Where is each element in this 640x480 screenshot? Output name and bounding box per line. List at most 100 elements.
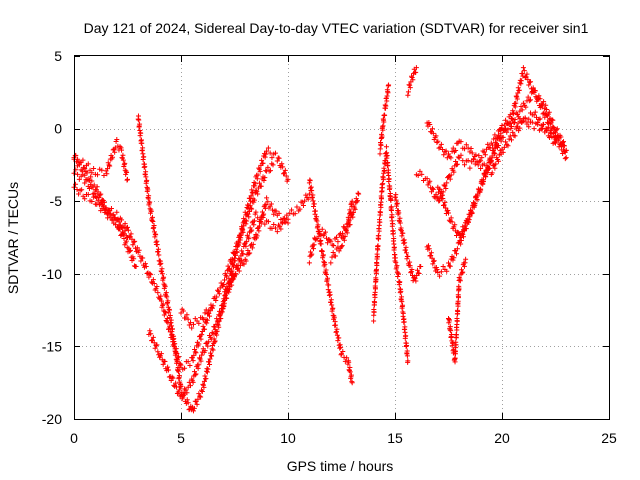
- data-point: [443, 185, 449, 191]
- data-point: [428, 250, 434, 256]
- data-point: [440, 189, 446, 195]
- y-tick-label: 5: [54, 48, 62, 64]
- data-point: [164, 316, 170, 322]
- data-point: [454, 327, 460, 333]
- data-point: [459, 267, 465, 273]
- data-point: [127, 247, 133, 253]
- data-point: [403, 333, 409, 339]
- data-point: [480, 181, 486, 187]
- data-point: [147, 271, 153, 277]
- data-point: [150, 218, 156, 224]
- data-point: [347, 222, 353, 228]
- series-track-b: [71, 181, 130, 240]
- data-point: [86, 177, 92, 183]
- data-point: [407, 259, 413, 265]
- data-point: [398, 288, 404, 294]
- data-point: [333, 322, 339, 328]
- data-point: [374, 262, 380, 268]
- data-point: [204, 320, 210, 326]
- data-point: [87, 167, 93, 173]
- data-point: [214, 294, 220, 300]
- data-point: [310, 192, 316, 198]
- data-point: [539, 101, 545, 107]
- data-point: [512, 133, 518, 139]
- data-point: [245, 248, 251, 254]
- data-point: [340, 348, 346, 354]
- data-point: [440, 147, 446, 153]
- data-point: [375, 243, 381, 249]
- data-point: [173, 349, 179, 355]
- data-point: [437, 186, 443, 192]
- data-point: [192, 349, 198, 355]
- data-point: [244, 239, 250, 245]
- series-track-h: [221, 195, 291, 302]
- data-point: [188, 383, 194, 389]
- data-point: [518, 78, 524, 84]
- data-point: [201, 316, 207, 322]
- data-point: [472, 201, 478, 207]
- data-point: [526, 116, 532, 122]
- data-point: [473, 152, 479, 158]
- data-point: [319, 249, 325, 255]
- data-point: [147, 328, 153, 334]
- data-point: [473, 194, 479, 200]
- data-point: [149, 337, 155, 343]
- data-point: [335, 239, 341, 245]
- data-point: [460, 269, 466, 275]
- data-point: [281, 170, 287, 176]
- data-point: [221, 303, 227, 309]
- data-point: [229, 268, 235, 274]
- data-point: [199, 332, 205, 338]
- x-tick-label: 10: [280, 430, 296, 446]
- data-point: [477, 189, 483, 195]
- data-point: [455, 154, 461, 160]
- data-point: [224, 295, 230, 301]
- data-point: [250, 241, 256, 247]
- data-point: [444, 180, 450, 186]
- data-point: [399, 294, 405, 300]
- data-point: [441, 152, 447, 158]
- data-point: [515, 90, 521, 96]
- data-point: [344, 230, 350, 236]
- data-point: [451, 255, 457, 261]
- data-point: [263, 202, 269, 208]
- data-point: [479, 155, 485, 161]
- data-point: [249, 187, 255, 193]
- data-point: [457, 232, 463, 238]
- data-point: [79, 187, 85, 193]
- data-point: [106, 162, 112, 168]
- data-point: [448, 328, 454, 334]
- data-point: [238, 230, 244, 236]
- data-point: [147, 199, 153, 205]
- y-tick-label: 0: [54, 121, 62, 137]
- data-point: [412, 275, 418, 281]
- data-point: [112, 215, 118, 221]
- data-point: [385, 167, 391, 173]
- data-point: [504, 129, 510, 135]
- data-point: [549, 117, 555, 123]
- data-point: [434, 267, 440, 273]
- data-point: [516, 87, 522, 93]
- data-point: [431, 258, 437, 264]
- data-point: [222, 292, 228, 298]
- data-point: [105, 166, 111, 172]
- data-point: [199, 388, 205, 394]
- data-point: [405, 253, 411, 259]
- data-point: [194, 401, 200, 407]
- data-point: [95, 198, 101, 204]
- data-point: [210, 347, 216, 353]
- data-point: [147, 206, 153, 212]
- data-point: [232, 255, 237, 261]
- series-track-m: [377, 82, 392, 157]
- data-point: [202, 310, 208, 316]
- data-point: [390, 221, 396, 227]
- data-point: [344, 355, 350, 361]
- data-point: [455, 303, 461, 309]
- data-point: [520, 65, 526, 71]
- data-point: [399, 299, 405, 305]
- grid: [74, 56, 609, 419]
- data-point: [429, 255, 435, 261]
- data-point: [141, 154, 147, 160]
- data-point: [402, 324, 408, 330]
- data-point: [260, 212, 266, 218]
